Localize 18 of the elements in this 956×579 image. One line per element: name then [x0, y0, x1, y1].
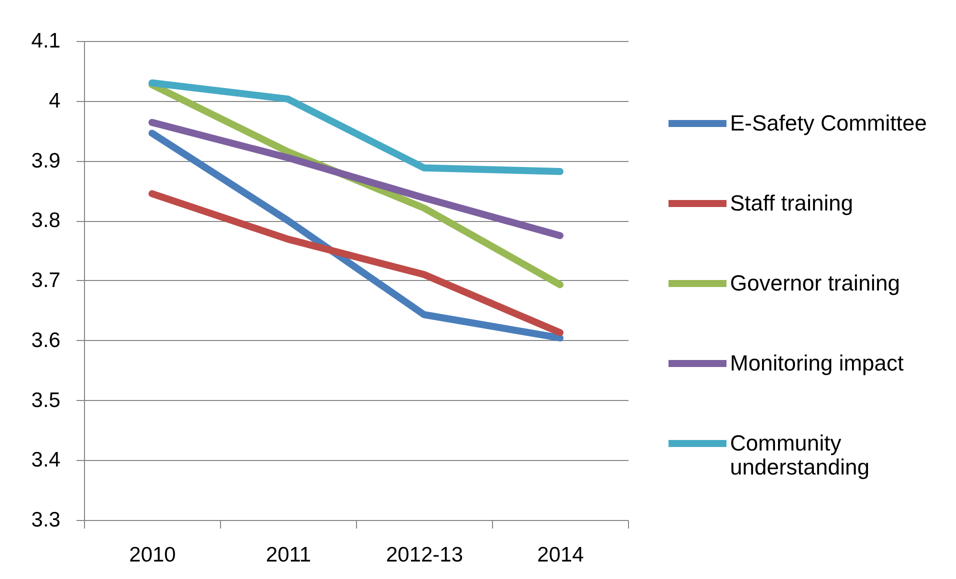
y-tick-label: 3.7	[31, 269, 60, 292]
legend-label: Monitoring impact	[730, 350, 904, 376]
legend-label: Staff training	[730, 190, 854, 216]
y-tick-label: 3.6	[31, 328, 60, 352]
legend-label: Community understanding	[730, 430, 870, 480]
legend-label: Governor training	[730, 270, 900, 296]
x-tick-label: 2014	[537, 544, 584, 566]
y-tick-label: 3.5	[31, 388, 60, 412]
y-tick-label: 4	[48, 89, 61, 112]
y-tick-label: 3.8	[31, 209, 60, 232]
y-tick-label: 4.1	[31, 30, 60, 52]
x-tick-label: 2011	[266, 544, 312, 566]
legend-label: E-Safety Committee	[730, 110, 927, 136]
x-tick-label: 2010	[129, 544, 176, 566]
x-tick-label: 2012-13	[386, 544, 464, 566]
y-tick-label: 3.9	[31, 149, 60, 172]
y-tick-label: 3.4	[31, 448, 61, 472]
y-tick-label: 3.3	[31, 508, 60, 532]
